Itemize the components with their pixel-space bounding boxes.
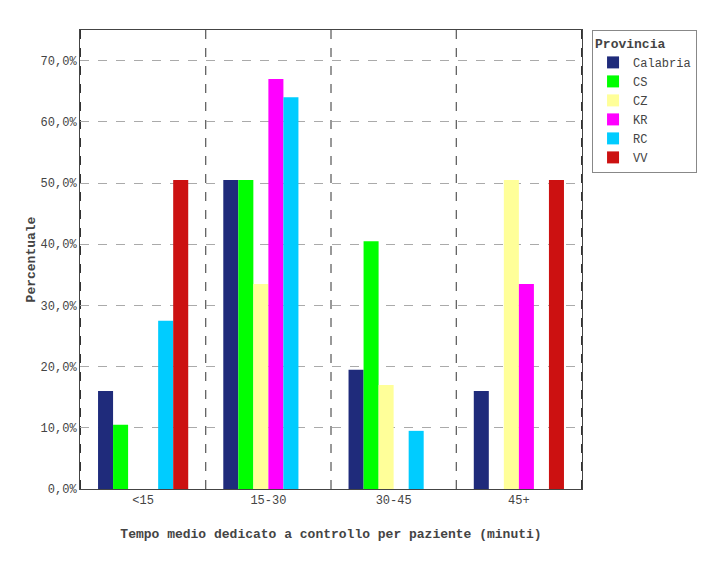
svg-text:<15: <15 <box>132 494 154 508</box>
svg-text:CS: CS <box>633 76 647 90</box>
svg-text:15-30: 15-30 <box>250 494 286 508</box>
svg-text:70,0%: 70,0% <box>41 55 78 69</box>
svg-text:0,0%: 0,0% <box>48 483 78 497</box>
svg-text:VV: VV <box>633 152 648 166</box>
svg-text:10,0%: 10,0% <box>41 422 78 436</box>
svg-text:30-45: 30-45 <box>376 494 412 508</box>
svg-text:Percentuale: Percentuale <box>24 216 39 302</box>
svg-text:KR: KR <box>633 114 647 128</box>
svg-text:Calabria: Calabria <box>633 57 691 71</box>
svg-text:50,0%: 50,0% <box>41 177 78 191</box>
svg-text:60,0%: 60,0% <box>41 116 78 130</box>
svg-text:Tempo medio dedicato a control: Tempo medio dedicato a controllo per paz… <box>120 527 541 542</box>
svg-text:RC: RC <box>633 133 647 147</box>
svg-text:20,0%: 20,0% <box>41 361 78 375</box>
svg-text:CZ: CZ <box>633 95 647 109</box>
svg-text:Provincia: Provincia <box>595 37 665 52</box>
svg-text:45+: 45+ <box>508 494 530 508</box>
svg-text:30,0%: 30,0% <box>41 300 78 314</box>
svg-text:40,0%: 40,0% <box>41 238 78 252</box>
